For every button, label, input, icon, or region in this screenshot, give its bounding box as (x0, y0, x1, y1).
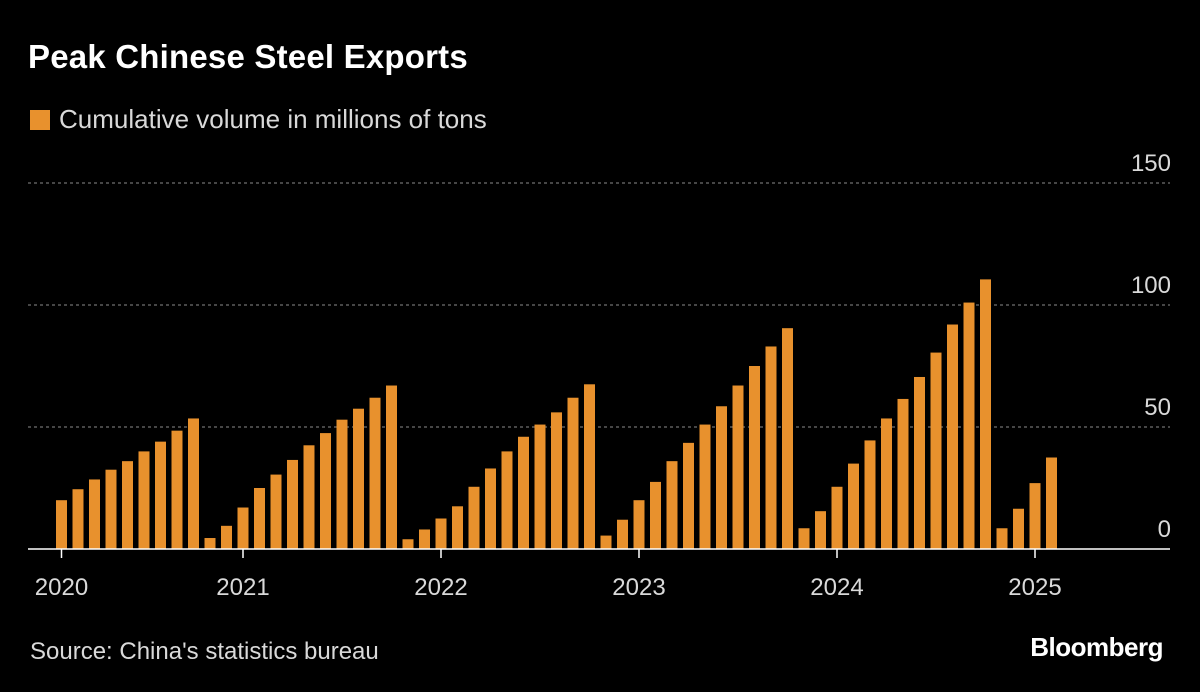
x-tick-label: 2022 (414, 574, 467, 601)
y-tick-label: 100 (1131, 272, 1171, 299)
bar (254, 488, 265, 549)
bar (56, 500, 67, 549)
bar (287, 459, 298, 549)
bar (831, 486, 843, 549)
bar (881, 418, 892, 549)
bar (138, 451, 150, 549)
bar (155, 441, 166, 549)
bar (188, 418, 199, 549)
bar (105, 469, 117, 549)
bar (171, 430, 183, 549)
bar (947, 324, 958, 549)
bar (963, 302, 975, 549)
bar (89, 479, 100, 549)
bar (765, 346, 777, 549)
bar (1046, 457, 1057, 549)
x-tick-label: 2024 (810, 574, 863, 601)
bar (221, 525, 232, 549)
bar (666, 461, 678, 549)
bar (270, 474, 282, 549)
bar (732, 385, 744, 549)
bar (452, 506, 463, 549)
bar (1013, 508, 1024, 549)
bar (518, 436, 529, 549)
x-tick-label: 2023 (612, 574, 665, 601)
bar (204, 538, 216, 549)
bar (402, 539, 414, 549)
y-tick-label: 0 (1158, 516, 1171, 543)
bar (435, 518, 447, 549)
bar (930, 352, 942, 549)
bar (501, 451, 513, 549)
bar (716, 406, 727, 549)
source-note: Source: China's statistics bureau (30, 638, 379, 665)
bar (980, 279, 991, 549)
bar (600, 535, 612, 549)
bar (996, 528, 1008, 549)
bar (1029, 483, 1041, 549)
bar (237, 507, 249, 549)
bar (303, 445, 315, 549)
bar (617, 519, 628, 549)
bar (534, 424, 546, 549)
bar (567, 397, 579, 549)
bar (419, 529, 430, 549)
x-tick-label: 2020 (35, 574, 88, 601)
legend-label: Cumulative volume in millions of tons (59, 104, 487, 134)
bar (320, 433, 331, 549)
bar (914, 376, 925, 549)
bar (848, 463, 859, 549)
legend-swatch (30, 109, 50, 130)
bar (386, 385, 397, 549)
bar (798, 528, 810, 549)
bar (815, 511, 826, 549)
bar (897, 398, 909, 549)
bar (468, 486, 480, 549)
bar (699, 424, 711, 549)
bar (683, 442, 694, 549)
y-tick-label: 150 (1131, 150, 1171, 177)
x-tick-label: 2021 (216, 574, 269, 601)
legend: Cumulative volume in millions of tons (30, 104, 487, 135)
bar (584, 384, 595, 549)
bar (551, 412, 562, 549)
bar (369, 397, 381, 549)
x-tick-label: 2025 (1008, 574, 1061, 601)
bloomberg-logo: Bloomberg (1030, 632, 1163, 662)
bar (485, 468, 496, 549)
bar (864, 440, 876, 549)
bar (336, 419, 348, 549)
bar (749, 366, 760, 549)
bar (782, 328, 793, 549)
y-tick-label: 50 (1144, 394, 1171, 421)
bar (122, 461, 133, 549)
bar (353, 408, 364, 549)
bar (633, 500, 645, 549)
chart-title: Peak Chinese Steel Exports (28, 38, 468, 75)
bar (650, 481, 661, 549)
bar (72, 489, 84, 549)
